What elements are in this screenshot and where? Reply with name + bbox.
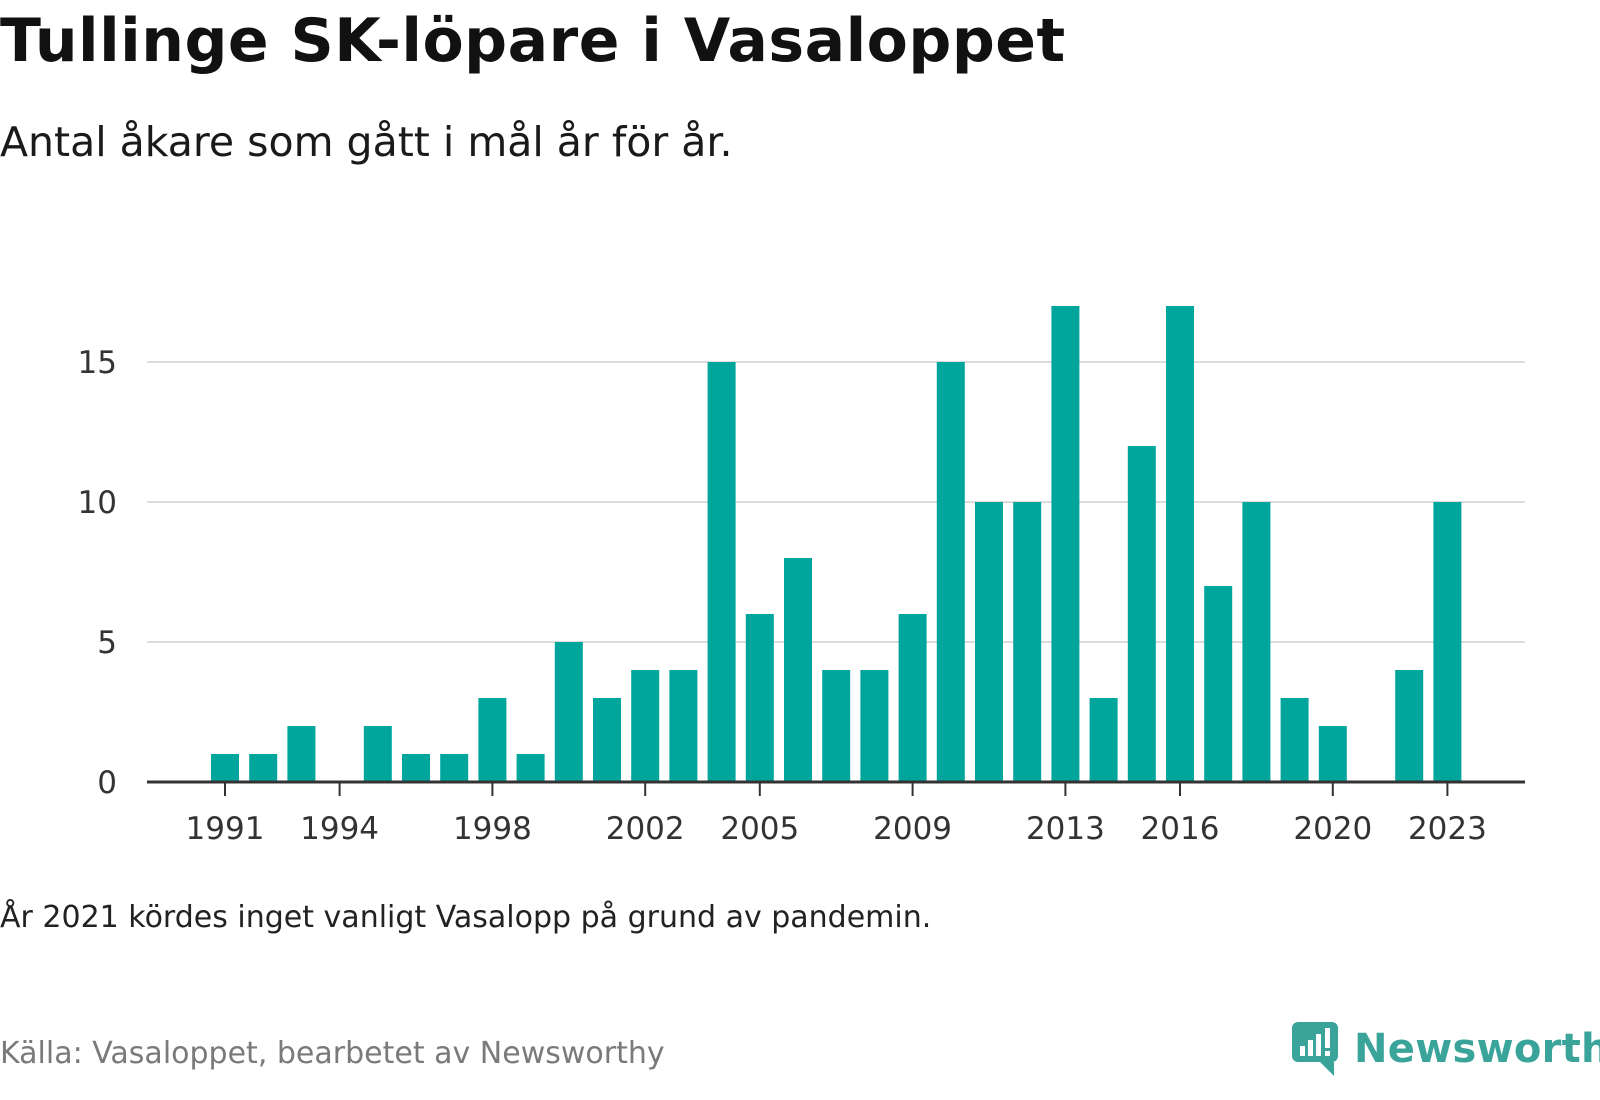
bars: 1991: 1 1992: 1 1993: 2 1995: 2 1996: 1 1997:… xyxy=(211,306,1462,782)
x-tick-label: 1991 xyxy=(186,811,265,847)
bar-2017: 2017: 7 xyxy=(1204,586,1233,782)
bar-1993: 1993: 2 xyxy=(287,726,316,782)
source-credit: Källa: Vasaloppet, bearbetet av Newswort… xyxy=(0,1036,665,1071)
x-tick-label: 2005 xyxy=(720,811,799,847)
bar-2018: 2018: 10 xyxy=(1242,502,1271,782)
bar-1998: 1998: 3 xyxy=(478,698,507,782)
bar-2011: 2011: 10 xyxy=(975,502,1003,782)
y-tick-label: 10 xyxy=(78,485,117,521)
bar-2002: 2002: 4 xyxy=(631,670,660,782)
bar-2020: 2020: 2 xyxy=(1318,726,1347,782)
bar-1991: 1991: 1 xyxy=(211,754,239,782)
y-tick-label: 15 xyxy=(78,345,117,381)
x-tick-label: 2013 xyxy=(1026,811,1105,847)
x-tick-label: 2016 xyxy=(1141,811,1220,847)
bar-2019: 2019: 3 xyxy=(1280,698,1309,782)
bar-1995: 1995: 2 xyxy=(363,726,392,782)
chart-title: Tullinge SK-löpare i Vasaloppet xyxy=(0,6,1066,76)
x-tick-label: 1998 xyxy=(453,811,532,847)
bar-1996: 1996: 1 xyxy=(402,754,430,782)
bar-1997: 1997: 1 xyxy=(440,754,469,782)
x-tick-label: 2002 xyxy=(606,811,685,847)
x-tick-label: 2020 xyxy=(1293,811,1372,847)
brand-logo: Newsworthy xyxy=(1290,1020,1600,1078)
bar-2010: 2010: 15 xyxy=(936,362,965,782)
y-tick-label: 5 xyxy=(97,625,117,661)
y-tick-label: 0 xyxy=(97,765,117,801)
y-axis-ticks: 0 5 10 15 xyxy=(78,345,117,801)
bar-2000: 2000: 5 xyxy=(554,642,583,782)
bar-2005: 2005: 6 xyxy=(745,614,774,782)
bar-2023: 2023: 10 xyxy=(1433,502,1462,782)
bar-2004: 2004: 15 xyxy=(707,362,736,782)
bar-2013: 2013: 17 xyxy=(1051,306,1080,782)
bar-2022: 2022: 4 xyxy=(1395,670,1424,782)
bar-2009: 2009: 6 xyxy=(898,614,927,782)
bar-chart: 0 5 10 15 1991: 1 1992: 1 1993: 2 1995: 2 1996:… xyxy=(78,306,1525,847)
bar-2012: 2012: 10 xyxy=(1013,502,1042,782)
gridlines xyxy=(147,361,1525,643)
bar-2001: 2001: 3 xyxy=(593,698,621,782)
bar-2006: 2006: 8 xyxy=(784,558,812,782)
bar-2016: 2016: 17 xyxy=(1166,306,1194,782)
footnote: År 2021 kördes inget vanligt Vasalopp på… xyxy=(0,900,932,935)
bar-2003: 2003: 4 xyxy=(669,670,698,782)
bar-2014: 2014: 3 xyxy=(1089,698,1118,782)
x-tick-label: 2009 xyxy=(873,811,952,847)
bar-2008: 2008: 4 xyxy=(860,670,889,782)
bar-1992: 1992: 1 xyxy=(249,754,278,782)
brand-name: Newsworthy xyxy=(1354,1026,1600,1072)
x-tick-label: 2023 xyxy=(1408,811,1487,847)
x-axis-ticks: 1991 1994 1998 2002 2005 2009 2013 2016 2020 2023 xyxy=(186,782,1487,847)
bar-2007: 2007: 4 xyxy=(822,670,851,782)
x-tick-label: 1994 xyxy=(300,811,379,847)
chart-subtitle: Antal åkare som gått i mål år för år. xyxy=(0,118,733,166)
bar-2015: 2015: 12 xyxy=(1127,446,1156,782)
bar-1999: 1999: 1 xyxy=(516,754,545,782)
newsworthy-logo-icon xyxy=(1292,1022,1338,1076)
